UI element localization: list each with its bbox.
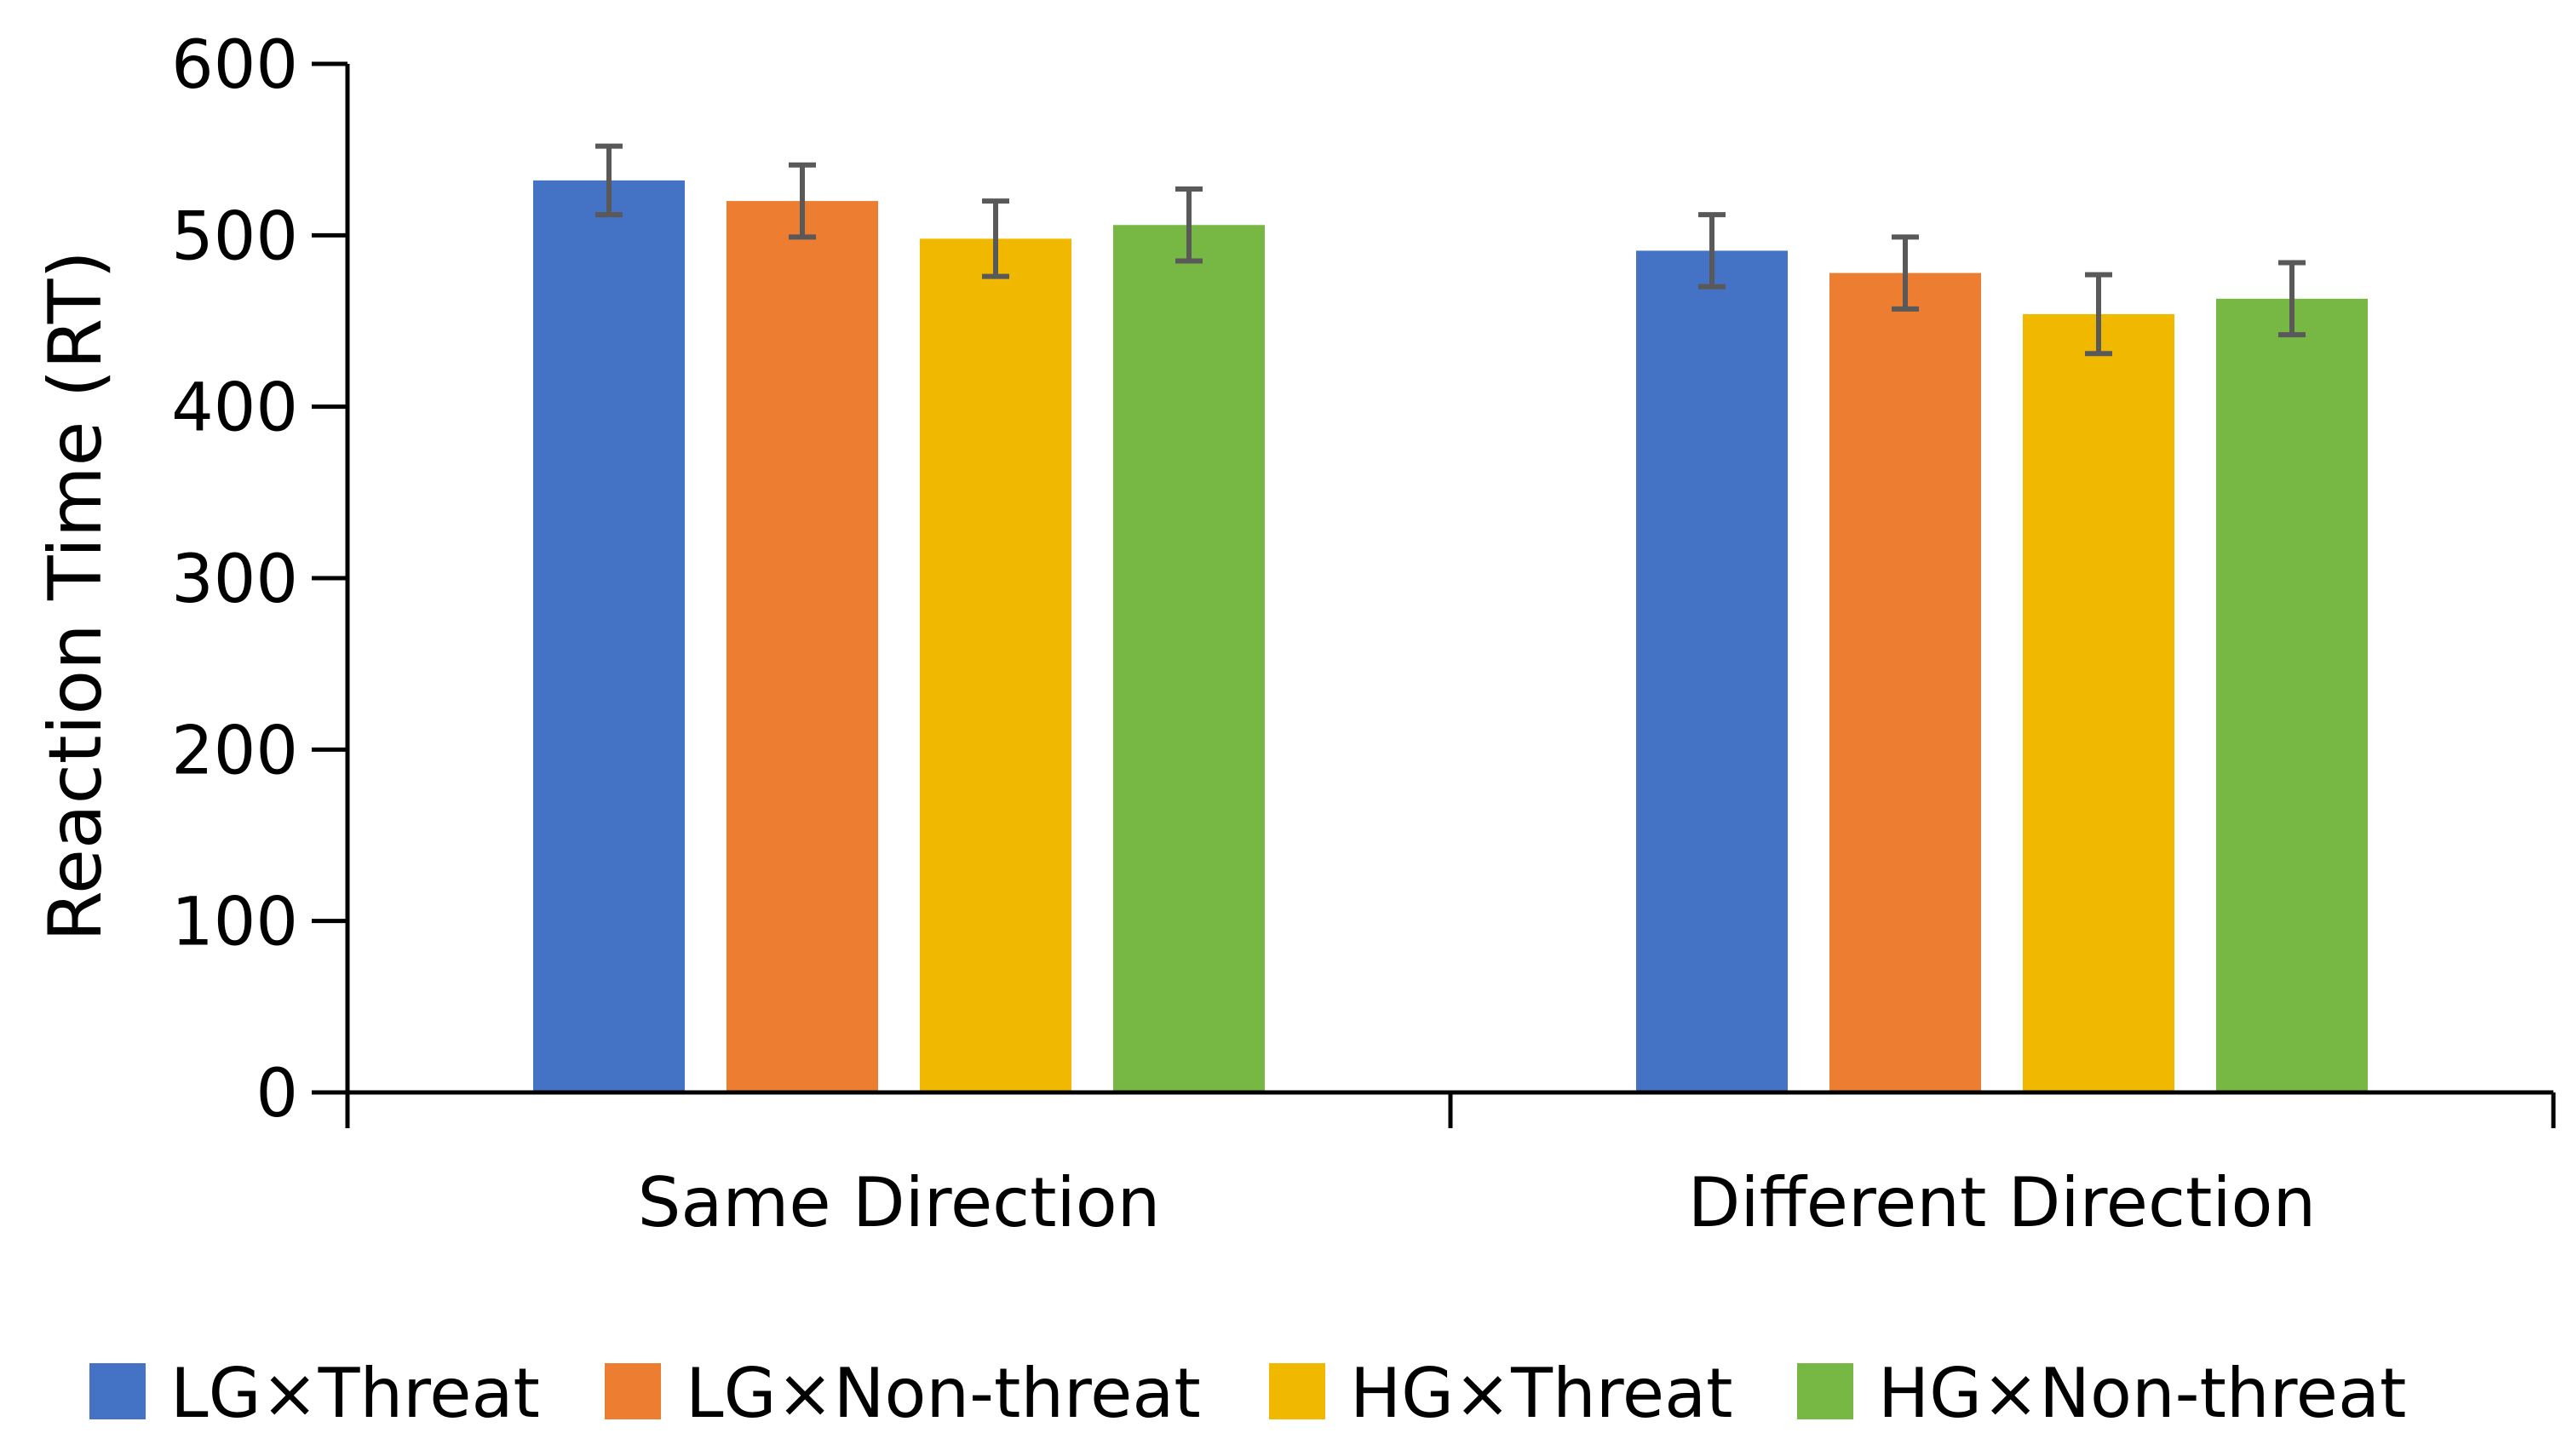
- y-axis-title: Reaction Time (RT): [33, 250, 118, 942]
- legend-label-0: LG×Threat: [170, 1354, 540, 1433]
- category-label-1: Different Direction: [1688, 1163, 2316, 1242]
- bar-1-3: [2216, 298, 2368, 1092]
- bar-0-3: [1113, 225, 1265, 1093]
- legend-label-2: HG×Threat: [1350, 1354, 1733, 1433]
- bar-0-1: [727, 201, 878, 1093]
- y-tick-label-5: 500: [171, 198, 298, 275]
- legend: LG×Threat LG×Non-threat HG×Threat HG×Non-th…: [89, 1354, 2406, 1433]
- legend-swatch-1: [605, 1363, 661, 1419]
- y-tick-label-3: 300: [171, 542, 298, 618]
- bars-layer: [533, 143, 2368, 1093]
- category-label-0: Same Direction: [638, 1163, 1161, 1242]
- y-tick-label-4: 400: [171, 370, 298, 447]
- bar-1-2: [2023, 313, 2174, 1092]
- legend-swatch-2: [1269, 1363, 1325, 1419]
- legend-label-3: HG×Non-threat: [1878, 1354, 2406, 1433]
- bar-0-2: [920, 238, 1071, 1092]
- bar-1-0: [1636, 250, 1788, 1092]
- legend-swatch-3: [1797, 1363, 1853, 1419]
- axes-layer: 0 100 200 300 400 500 600 Same Direction Differe…: [171, 27, 2556, 1242]
- bar-1-1: [1829, 272, 1981, 1092]
- legend-label-1: LG×Non-threat: [686, 1354, 1201, 1433]
- y-tick-label-0: 0: [256, 1056, 298, 1132]
- bar-0-0: [533, 180, 685, 1093]
- legend-swatch-0: [89, 1363, 146, 1419]
- y-tick-label-1: 100: [171, 885, 298, 961]
- y-tick-label-6: 600: [171, 27, 298, 104]
- y-tick-label-2: 200: [171, 713, 298, 789]
